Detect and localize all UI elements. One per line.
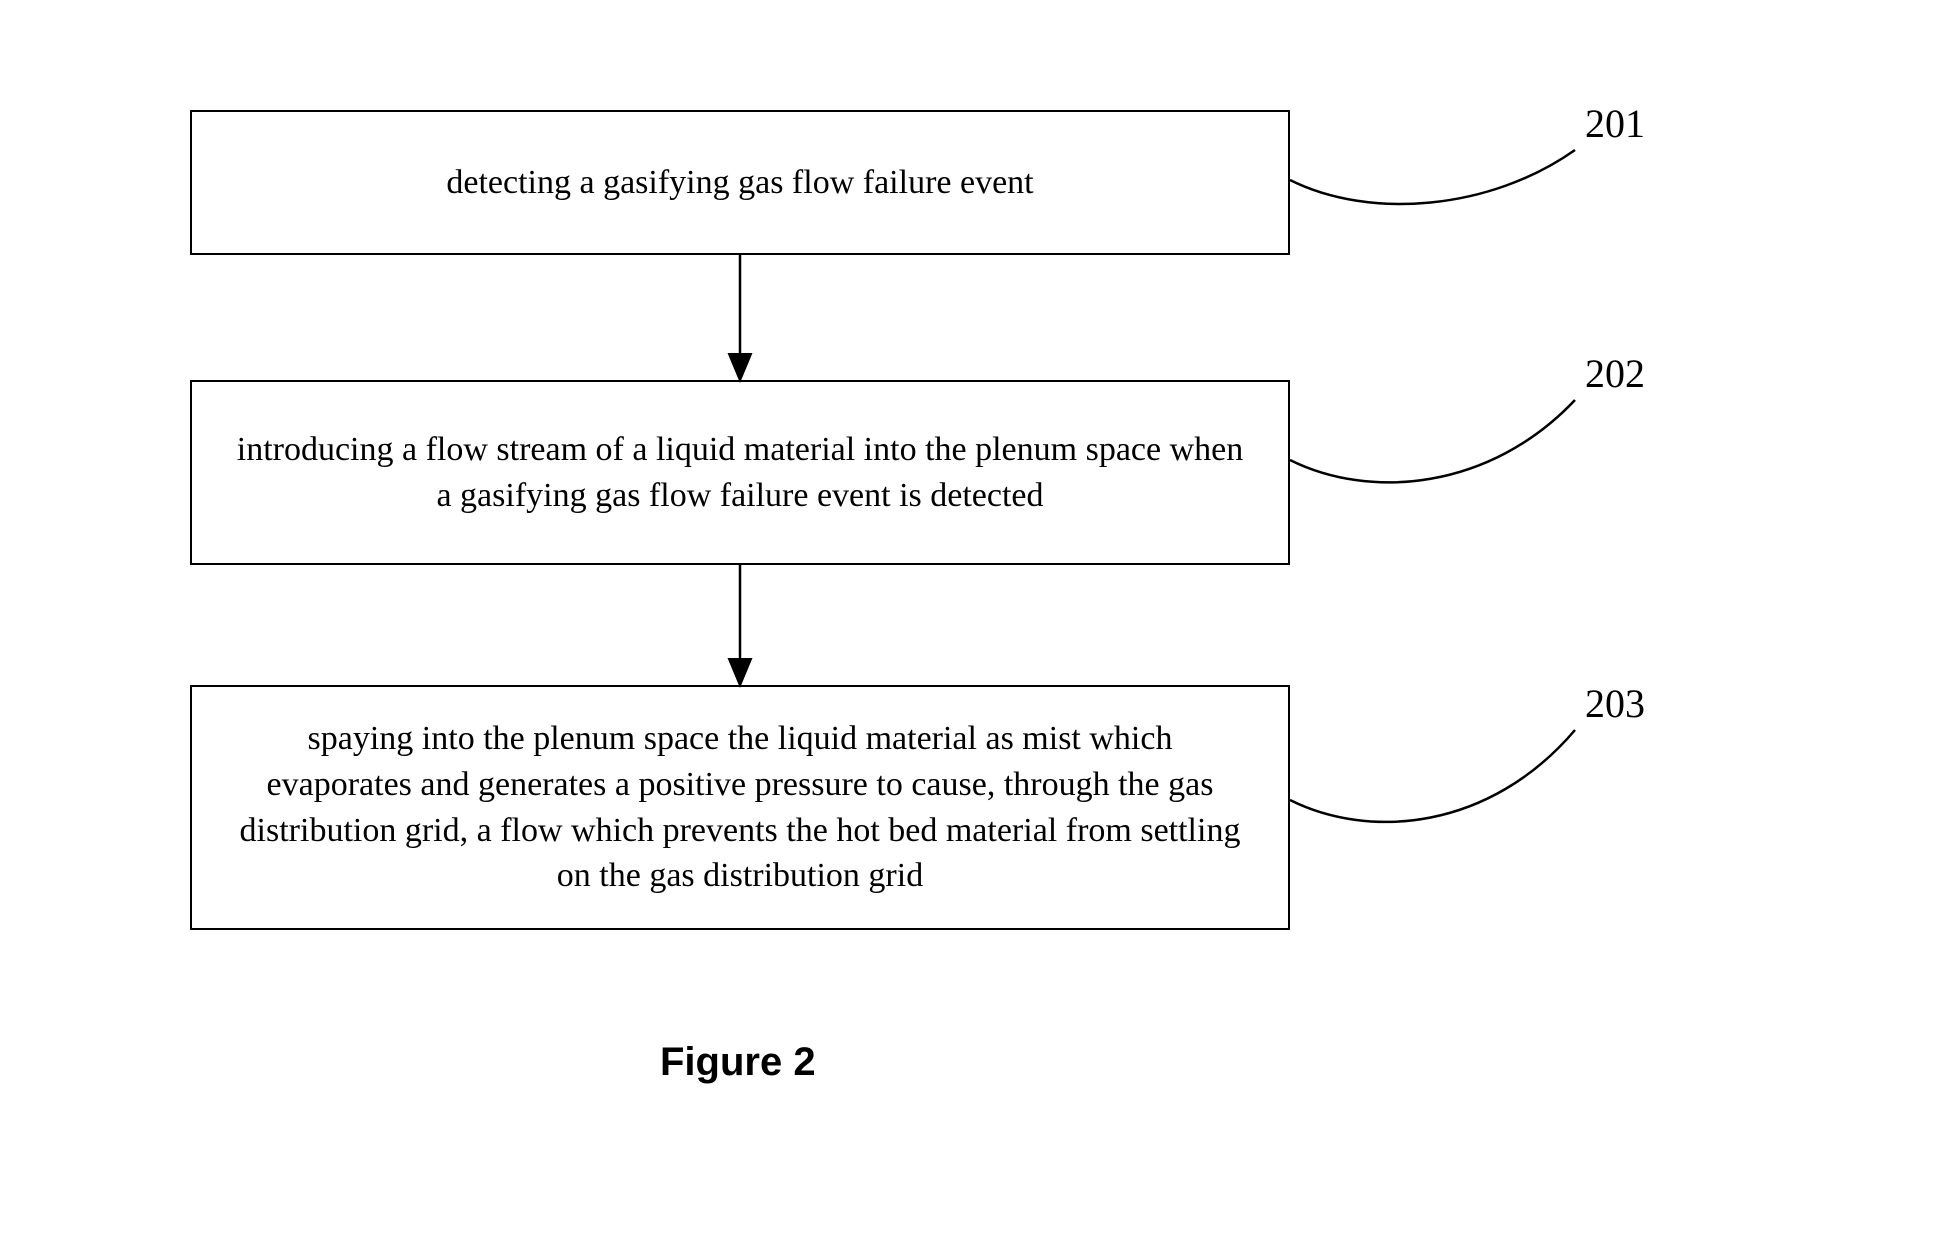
figure-caption: Figure 2: [660, 1040, 816, 1085]
step-label-202: 202: [1585, 350, 1645, 397]
flow-step-2-text: introducing a flow stream of a liquid ma…: [232, 427, 1248, 519]
flow-step-1-text: detecting a gasifying gas flow failure e…: [446, 160, 1033, 206]
step-label-201: 201: [1585, 100, 1645, 147]
step-label-203: 203: [1585, 680, 1645, 727]
flow-step-3-text: spaying into the plenum space the liquid…: [232, 716, 1248, 900]
flow-step-1: detecting a gasifying gas flow failure e…: [190, 110, 1290, 255]
flow-step-3: spaying into the plenum space the liquid…: [190, 685, 1290, 930]
flow-step-2: introducing a flow stream of a liquid ma…: [190, 380, 1290, 565]
